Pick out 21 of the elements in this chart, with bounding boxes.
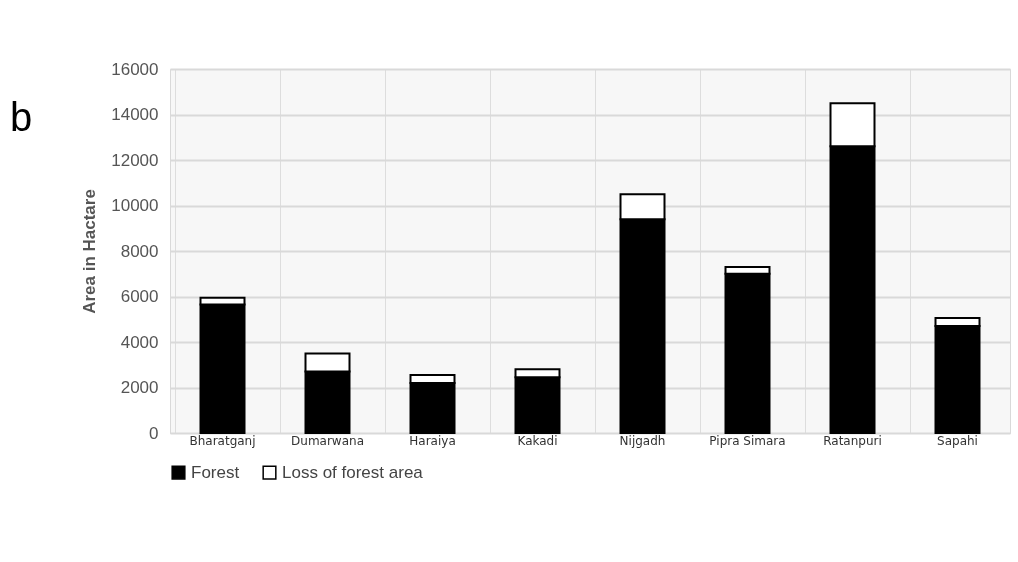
y-tick-label: 4000 xyxy=(120,332,159,352)
x-tick-label: Dumarwana xyxy=(291,433,364,448)
y-tick-label: 14000 xyxy=(111,105,159,124)
legend-label: Loss of forest area xyxy=(282,462,424,482)
x-tick-label: Ratanpuri xyxy=(823,433,882,448)
x-tick-label: Sapahi xyxy=(937,433,978,448)
x-tick-label: Pipra Simara xyxy=(709,433,786,448)
y-tick-label: 8000 xyxy=(120,241,159,261)
y-tick-label: 6000 xyxy=(120,287,159,306)
x-tick-label: Bharatganj xyxy=(189,433,256,448)
x-tick-label: Nijgadh xyxy=(619,433,666,448)
x-tick-label: Haraiya xyxy=(409,433,456,448)
legend-label: Forest xyxy=(191,462,240,482)
y-tick-label: 12000 xyxy=(111,150,159,170)
y-tick-label: 0 xyxy=(149,423,159,443)
y-tick-label: 16000 xyxy=(111,59,159,79)
x-tick-label: Kakadi xyxy=(517,433,558,448)
y-tick-label: 10000 xyxy=(111,196,159,215)
text: b xyxy=(10,95,33,139)
y-tick-label: 2000 xyxy=(120,378,159,397)
y-axis-title: Area in Hactare xyxy=(80,189,100,314)
